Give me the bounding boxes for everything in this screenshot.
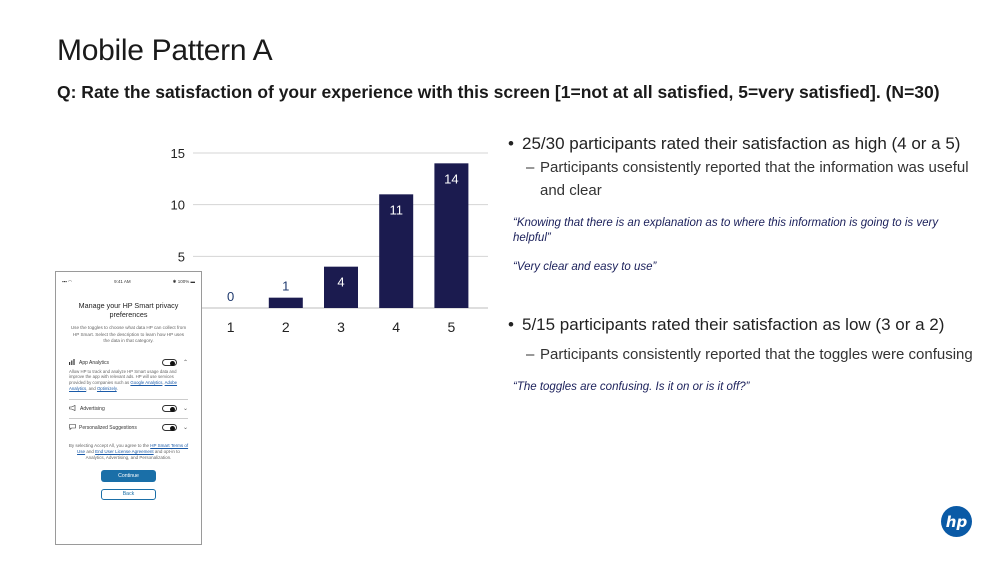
- suggestions-toggle[interactable]: [161, 424, 177, 432]
- terms-of-use-link[interactable]: HP Smart Terms of Use: [77, 442, 189, 454]
- finding-low: • 5/15 participants rated their satisfact…: [508, 313, 978, 395]
- back-button[interactable]: Back: [101, 488, 156, 500]
- x-tick-label: 2: [282, 319, 290, 335]
- x-tick-label: 3: [337, 319, 345, 335]
- signal-icon: ▪▪▪ ◠: [62, 279, 72, 284]
- continue-button[interactable]: Continue: [101, 469, 156, 482]
- y-tick-label: 10: [171, 198, 185, 213]
- bar-value-label: 0: [227, 289, 234, 304]
- optimizely-link[interactable]: Optimizely: [96, 385, 117, 391]
- legal-text: By selecting Accept All, you agree to th…: [68, 442, 189, 460]
- row-app-analytics[interactable]: App Analytics ⌃: [56, 357, 201, 369]
- row-label: Personalized Suggestions: [79, 424, 137, 431]
- quote: “The toggles are confusing. Is it on or …: [513, 381, 750, 393]
- status-battery: 100%: [177, 279, 190, 284]
- row-label: Advertising: [80, 405, 105, 412]
- logo-text: hp: [946, 513, 968, 531]
- advertising-toggle[interactable]: [161, 405, 177, 413]
- row-label: App Analytics: [79, 359, 110, 366]
- x-tick-label: 5: [448, 319, 456, 335]
- bar-value-label: 1: [282, 279, 289, 294]
- chart-bar: [324, 266, 358, 308]
- divider: [69, 398, 188, 400]
- finding-low-sub: Participants consistently reported that …: [540, 346, 973, 363]
- analytics-detail: Allow HP to track and analyze HP Smart u…: [69, 368, 178, 391]
- bar-value-label: 14: [444, 171, 458, 186]
- eula-link[interactable]: End User License Agreement: [95, 448, 154, 454]
- row-advertising[interactable]: Advertising ⌄: [56, 403, 201, 415]
- megaphone-icon: [69, 404, 77, 413]
- battery-icon: ▬: [189, 279, 195, 284]
- bar-chart-icon: [69, 358, 76, 367]
- slide-title: Mobile Pattern A: [57, 34, 273, 67]
- x-tick-label: 4: [392, 319, 400, 335]
- phone-screenshot: ▪▪▪ ◠ 9:41 AM ✱ 100% ▬ Manage your HP Sm…: [55, 271, 202, 545]
- quote: “Very clear and easy to use”: [513, 261, 657, 273]
- question-text: Q: Rate the satisfaction of your experie…: [57, 82, 940, 102]
- status-bar: ▪▪▪ ◠ 9:41 AM ✱ 100% ▬: [56, 272, 201, 285]
- analytics-toggle[interactable]: [161, 359, 177, 366]
- bluetooth-icon: ✱: [172, 279, 178, 284]
- chart-bar: [434, 163, 469, 308]
- chat-icon: [69, 423, 76, 432]
- chevron-up-icon[interactable]: ⌃: [182, 360, 188, 366]
- row-personalized-suggestions[interactable]: Personalized Suggestions ⌄: [56, 422, 201, 434]
- finding-high-main: 25/30 participants rated their satisfact…: [522, 134, 961, 153]
- finding-low-main: 5/15 participants rated their satisfacti…: [522, 315, 945, 334]
- quote: “Knowing that there is an explanation as…: [513, 217, 939, 244]
- x-tick-label: 1: [227, 319, 235, 335]
- y-tick-label: 5: [178, 249, 185, 264]
- finding-high: • 25/30 participants rated their satisfac…: [508, 132, 978, 275]
- divider: [69, 417, 188, 419]
- finding-high-sub: Participants consistently reported that …: [540, 159, 969, 199]
- findings: • 25/30 participants rated their satisfac…: [508, 132, 978, 395]
- chart-bar: [379, 194, 414, 308]
- hp-logo-icon: hp: [941, 506, 972, 537]
- chevron-down-icon[interactable]: ⌄: [182, 425, 188, 432]
- y-tick-label: 15: [171, 146, 185, 161]
- adobe-analytics-link[interactable]: Adobe Analytics: [69, 380, 178, 391]
- bar-value-label: 11: [389, 202, 403, 217]
- privacy-description: Use the toggles to choose what data HP c…: [70, 325, 187, 343]
- privacy-title: Manage your HP Smart privacy preferences: [78, 301, 179, 319]
- bar-value-label: 4: [337, 275, 344, 290]
- chevron-down-icon[interactable]: ⌄: [182, 406, 188, 413]
- chart-bar: [268, 297, 303, 308]
- status-time: 9:41 AM: [114, 279, 131, 284]
- google-analytics-link[interactable]: Google Analytics: [130, 380, 163, 386]
